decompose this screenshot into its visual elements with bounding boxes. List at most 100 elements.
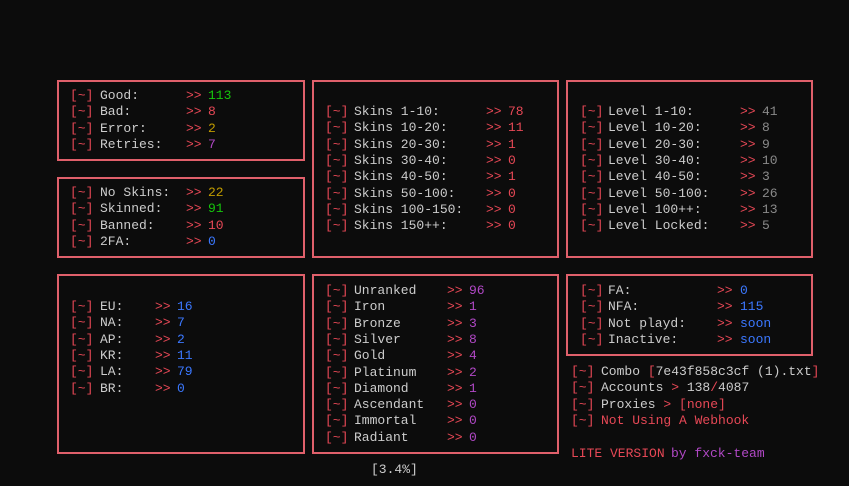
prefix: [~] (325, 331, 349, 347)
row-label: Diamond (354, 380, 409, 396)
row-label: Skins 40-50: (354, 169, 448, 185)
row-value: 13 (762, 201, 778, 217)
row-label: EU: (100, 299, 124, 314)
row-label: Level 1-10: (608, 104, 694, 119)
prefix: [~] (70, 364, 94, 380)
row-value: 2 (469, 364, 477, 380)
row-value: 3 (762, 169, 770, 185)
prefix: [~] (70, 88, 94, 103)
arrow: >> (447, 429, 463, 445)
prefix: [~] (580, 185, 604, 201)
arrow: >> (447, 315, 463, 331)
row-label: LA: (100, 364, 124, 380)
row-value: 16 (177, 299, 193, 314)
footer-text: / (710, 380, 719, 396)
arrow: >> (186, 185, 202, 200)
row-label: Immortal (354, 413, 417, 429)
row-label: Radiant (354, 429, 409, 445)
prefix: [~] (580, 136, 604, 152)
row-label: Good: (100, 88, 140, 103)
arrow: >> (186, 201, 202, 217)
panel (57, 177, 305, 258)
prefix: [~] (325, 397, 349, 413)
row-label: Silver (354, 331, 401, 347)
prefix: [~] (70, 315, 94, 331)
arrow: >> (447, 413, 463, 429)
arrow: >> (447, 397, 463, 413)
arrow: >> (740, 185, 756, 201)
row-value: 0 (177, 380, 185, 396)
panel (312, 274, 559, 454)
row-label: Gold (354, 348, 386, 364)
row-label: BR: (100, 380, 124, 396)
row-value: 8 (762, 120, 770, 136)
footer-text: ] (811, 364, 820, 379)
arrow: >> (717, 283, 733, 298)
prefix: [~] (580, 315, 604, 331)
row-value: soon (740, 315, 772, 331)
prefix: [~] (325, 380, 349, 396)
row-value: 0 (469, 397, 477, 413)
arrow: >> (447, 380, 463, 396)
prefix: [~] (70, 233, 94, 249)
arrow: >> (155, 299, 171, 314)
footer-text: 4087 (718, 380, 750, 396)
prefix: [~] (325, 315, 349, 331)
row-value: 22 (208, 185, 224, 200)
row-label: Not playd: (608, 315, 687, 331)
prefix: [~] (325, 429, 349, 445)
row-label: Ascendant (354, 397, 425, 413)
footer-text: Not Using A Webhook (601, 412, 750, 428)
row-label: Banned: (100, 217, 155, 233)
row-label: AP: (100, 331, 124, 347)
row-value: 1 (508, 169, 516, 185)
row-value: 0 (469, 413, 477, 429)
arrow: >> (486, 120, 502, 136)
arrow: >> (186, 217, 202, 233)
row-value: 4 (469, 348, 477, 364)
prefix: [~] (325, 218, 349, 234)
row-value: 0 (740, 283, 748, 298)
prefix: [~] (325, 348, 349, 364)
prefix: [~] (571, 396, 595, 412)
prefix: [~] (70, 217, 94, 233)
row-value: 41 (762, 104, 778, 119)
arrow: >> (155, 364, 171, 380)
prefix: [~] (580, 283, 604, 298)
arrow: >> (740, 120, 756, 136)
arrow: >> (717, 331, 733, 347)
prefix: [~] (70, 185, 94, 200)
prefix: [~] (70, 104, 94, 120)
prefix: [~] (580, 299, 604, 315)
row-value: 0 (208, 233, 216, 249)
prefix: [~] (70, 299, 94, 314)
prefix: [~] (325, 364, 349, 380)
arrow: >> (447, 283, 463, 298)
row-value: 0 (469, 429, 477, 445)
row-value: 3 (469, 315, 477, 331)
prefix: [~] (325, 104, 349, 119)
row-value: 1 (469, 299, 477, 315)
prefix: [~] (70, 347, 94, 363)
arrow: >> (740, 201, 756, 217)
prefix: [~] (325, 185, 349, 201)
row-label: Iron (354, 299, 386, 315)
arrow: >> (486, 104, 502, 119)
footer-text: [none] (679, 396, 726, 412)
row-label: NFA: (608, 299, 640, 315)
prefix: [~] (571, 412, 595, 428)
row-label: 2FA: (100, 233, 132, 249)
row-value: 11 (177, 347, 193, 363)
arrow: >> (155, 380, 171, 396)
progress: [3.4%] (371, 462, 418, 477)
row-value: 91 (208, 201, 224, 217)
row-label: NA: (100, 315, 124, 331)
row-value: 113 (208, 88, 232, 103)
row-label: Platinum (354, 364, 417, 380)
prefix: [~] (580, 331, 604, 347)
row-value: 2 (177, 331, 185, 347)
arrow: >> (740, 152, 756, 168)
row-label: Skins 150++: (354, 218, 448, 234)
version-by: by fxck-team (671, 446, 765, 461)
